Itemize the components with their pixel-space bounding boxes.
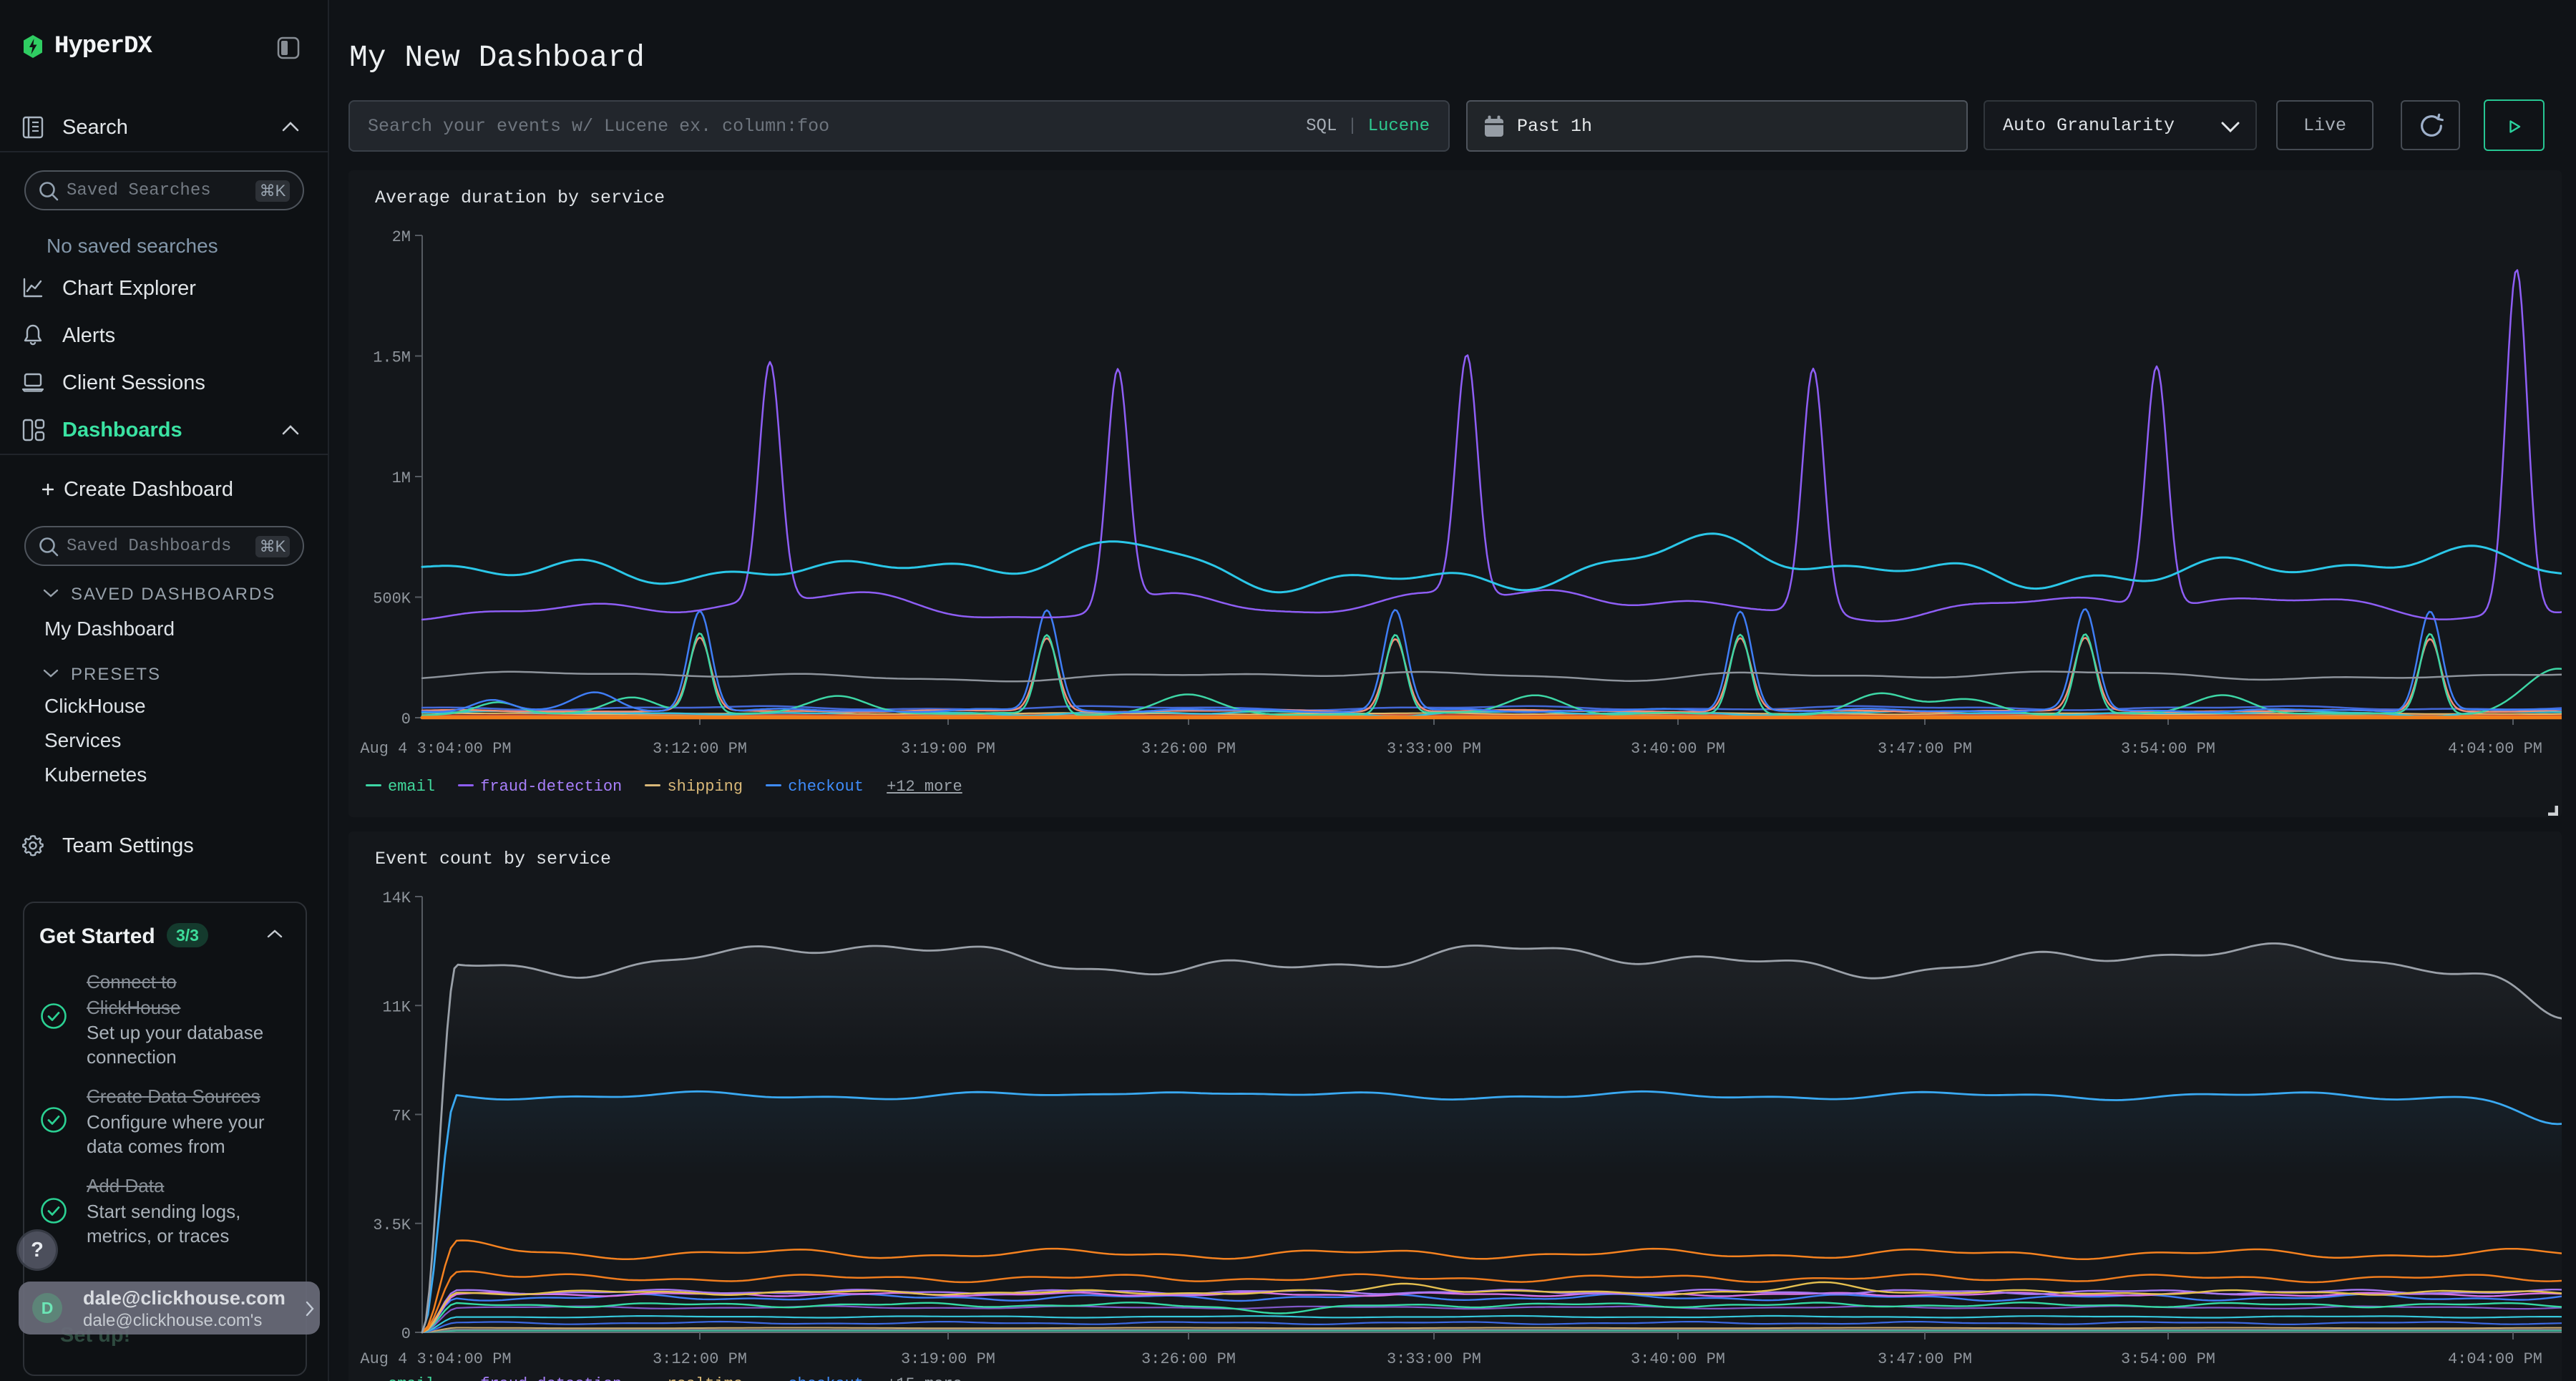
svg-text:3:47:00 PM: 3:47:00 PM: [1878, 1350, 1972, 1368]
svg-text:3:40:00 PM: 3:40:00 PM: [1631, 1350, 1725, 1368]
svg-text:4:04:00 PM: 4:04:00 PM: [2448, 740, 2542, 758]
svg-text:2M: 2M: [392, 228, 411, 246]
svg-text:3.5K: 3.5K: [373, 1216, 411, 1234]
svg-text:3:40:00 PM: 3:40:00 PM: [1631, 740, 1725, 758]
svg-text:4:04:00 PM: 4:04:00 PM: [2448, 1350, 2542, 1368]
svg-text:3:12:00 PM: 3:12:00 PM: [653, 740, 747, 758]
svg-text:3:12:00 PM: 3:12:00 PM: [653, 1350, 747, 1368]
svg-text:3:33:00 PM: 3:33:00 PM: [1387, 1350, 1481, 1368]
svg-text:1M: 1M: [392, 469, 411, 487]
svg-text:7K: 7K: [392, 1108, 411, 1126]
svg-text:0: 0: [401, 1325, 411, 1343]
svg-text:Aug 4 3:04:00 PM: Aug 4 3:04:00 PM: [360, 1350, 511, 1368]
svg-text:0: 0: [401, 711, 411, 728]
svg-text:3:54:00 PM: 3:54:00 PM: [2121, 1350, 2215, 1368]
svg-text:14K: 14K: [382, 889, 411, 907]
svg-text:Aug 4 3:04:00 PM: Aug 4 3:04:00 PM: [360, 740, 511, 758]
svg-text:3:47:00 PM: 3:47:00 PM: [1878, 740, 1972, 758]
svg-text:3:19:00 PM: 3:19:00 PM: [901, 1350, 995, 1368]
svg-text:3:54:00 PM: 3:54:00 PM: [2121, 740, 2215, 758]
svg-text:3:26:00 PM: 3:26:00 PM: [1141, 740, 1236, 758]
svg-text:500K: 500K: [373, 590, 411, 608]
svg-text:3:19:00 PM: 3:19:00 PM: [901, 740, 995, 758]
svg-text:11K: 11K: [382, 998, 411, 1016]
svg-text:3:33:00 PM: 3:33:00 PM: [1387, 740, 1481, 758]
svg-text:3:26:00 PM: 3:26:00 PM: [1141, 1350, 1236, 1368]
svg-text:1.5M: 1.5M: [373, 349, 411, 367]
